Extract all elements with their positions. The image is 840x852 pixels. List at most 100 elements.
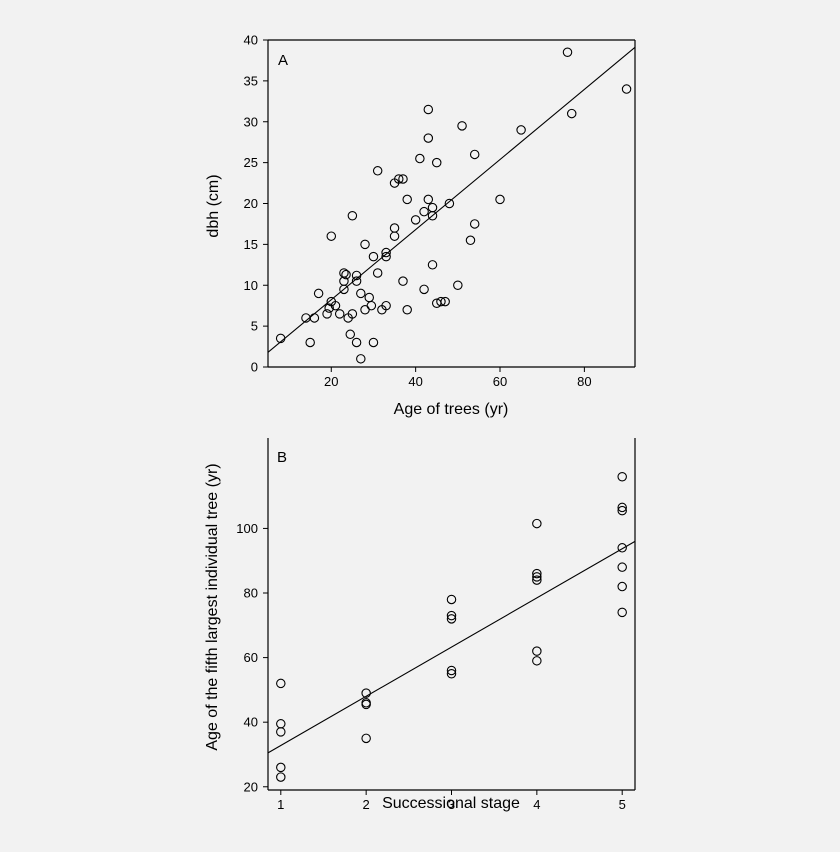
- panel-b-data-point: [446, 668, 457, 679]
- panel-a-data-point: [322, 309, 332, 319]
- panel-a-data-point: [372, 268, 383, 278]
- panel-a-x-tick-label: 80: [577, 374, 591, 389]
- panel-b-x-axis-title: Successional stage: [382, 795, 520, 812]
- panel-a-data-point: [394, 174, 404, 184]
- panel-a-data-point: [402, 194, 412, 205]
- panel-a-y-tick-label: 5: [251, 319, 258, 334]
- panel-a-data-point: [381, 251, 391, 262]
- panel-a-data-point: [372, 166, 383, 176]
- panel-a-data-point: [334, 309, 345, 319]
- panel-b-data-point: [532, 568, 542, 579]
- panel-a-data-point: [410, 215, 421, 225]
- panel-a-data-point: [381, 300, 391, 311]
- panel-b-data-point: [361, 688, 371, 698]
- panel-a-y-tick-label: 20: [244, 196, 258, 211]
- panel-b-data-point: [617, 505, 627, 516]
- panel-a-data-point: [368, 251, 379, 262]
- panel-a-points: [275, 47, 632, 364]
- panel-b-data-point: [361, 699, 371, 710]
- panel-a-data-point: [419, 206, 429, 217]
- panel-a-data-point: [516, 125, 526, 135]
- panel-b-data-point: [446, 594, 457, 605]
- panel-a-data-point: [398, 276, 408, 286]
- panel-a-y-tick-label: 40: [244, 33, 258, 48]
- panel-b-y-tick-label: 80: [244, 586, 258, 601]
- panel-b-data-point: [446, 610, 457, 621]
- panel-a-data-point: [360, 305, 370, 315]
- panel-b-data-point: [617, 562, 627, 572]
- panel-a-data-point: [364, 292, 374, 303]
- panel-b-x-tick-label: 5: [619, 797, 626, 812]
- panel-b-data-point: [532, 572, 542, 582]
- panel-a-data-point: [436, 296, 446, 307]
- panel-b-data-point: [617, 502, 627, 513]
- panel-a-data-point: [469, 219, 480, 229]
- panel-a-data-point: [440, 296, 450, 307]
- panel-b-data-point: [361, 733, 371, 744]
- panel-b-ticks: 1 2 3 4 5 20 40 60 80 100: [236, 521, 626, 812]
- panel-b-x-tick-label: 3: [448, 797, 455, 812]
- panel-b-data-point: [276, 678, 286, 689]
- panel-a-x-tick-label: 20: [324, 374, 338, 389]
- panel-a-data-point: [427, 211, 438, 221]
- panel-b-data-point: [532, 646, 542, 656]
- panel-a-data-point: [465, 235, 476, 246]
- panel-a-data-point: [339, 268, 349, 278]
- panel-a-data-point: [324, 303, 334, 313]
- panel-b-letter: B: [277, 449, 287, 466]
- panel-b-y-tick-label: 20: [244, 779, 258, 794]
- panel-a-data-point: [402, 305, 412, 315]
- panel-a-y-tick-label: 15: [244, 237, 258, 252]
- panel-a-data-point: [341, 269, 351, 280]
- panel-a-x-axis-title: Age of trees (yr): [394, 401, 509, 418]
- panel-b-data-point: [276, 762, 286, 773]
- panel-b-data-point: [532, 656, 542, 666]
- panel-b-data-point: [446, 614, 457, 624]
- panel-a-data-point: [453, 280, 463, 290]
- panel-a-data-point: [431, 157, 442, 168]
- panel-a-data-point: [562, 47, 573, 58]
- panel-a-letter: A: [278, 52, 288, 69]
- panel-a-data-point: [309, 313, 320, 323]
- panel-b-points: [276, 472, 627, 782]
- panel-a-data-point: [360, 239, 370, 250]
- panel-a-data-point: [305, 337, 315, 348]
- panel-b-data-point: [532, 518, 542, 529]
- panel-a-data-point: [423, 194, 434, 205]
- panel-b-data-point: [276, 719, 286, 729]
- panel-a-data-point: [398, 174, 408, 184]
- panel-a-data-point: [427, 202, 438, 213]
- panel-a-data-point: [389, 223, 400, 233]
- panel-b-y-tick-label: 100: [236, 521, 258, 536]
- panel-a-data-point: [368, 337, 379, 348]
- panel-a-data-point: [313, 288, 324, 299]
- panel-b-data-point: [617, 607, 627, 618]
- panel-a-data-point: [457, 121, 467, 131]
- panel-b-y-tick-label: 40: [244, 715, 258, 730]
- panel-b-x-tick-label: 1: [277, 797, 284, 812]
- panel-b-data-point: [532, 575, 542, 585]
- panel-a-data-point: [366, 300, 377, 311]
- panel-b-data-point: [617, 543, 627, 553]
- panel-a-data-point: [495, 194, 505, 205]
- panel-a-x-tick-label: 60: [493, 374, 507, 389]
- panel-a-y-tick-label: 10: [244, 278, 258, 293]
- panel-a-x-tick-label: 40: [408, 374, 422, 389]
- panel-a-data-point: [389, 231, 400, 241]
- panel-a-data-point: [423, 133, 434, 143]
- panel-a-fit-line: [267, 46, 636, 353]
- panel-a-data-point: [347, 211, 358, 221]
- panel-b-x-tick-label: 4: [533, 797, 540, 812]
- panel-a-data-point: [469, 149, 480, 160]
- panel-a-y-tick-label: 0: [251, 360, 258, 375]
- panel-a-data-point: [356, 354, 366, 364]
- panel-a-data-point: [351, 337, 362, 348]
- panel-a-data-point: [419, 284, 429, 295]
- panel-b-y-tick-label: 60: [244, 650, 258, 665]
- panel-a-data-point: [621, 84, 632, 94]
- panel-a-data-point: [345, 329, 356, 340]
- panel-a-y-tick-label: 25: [244, 155, 258, 170]
- panel-a-data-point: [427, 260, 438, 270]
- panel-a-ticks: 20 40 60 80 0 5 10 15 20 25 30 35 40: [244, 33, 592, 390]
